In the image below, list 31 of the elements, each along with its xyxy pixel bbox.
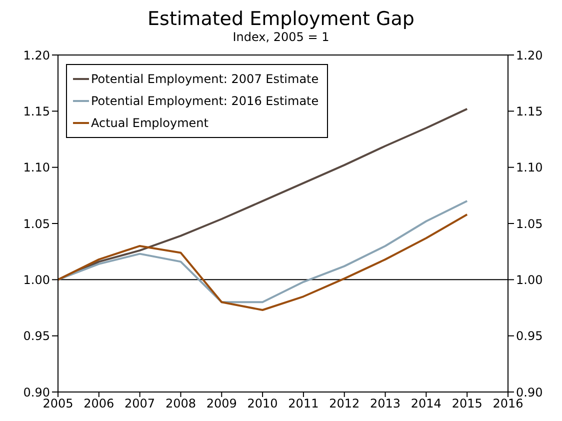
y-tick-label: 1.20 (23, 48, 50, 62)
x-tick-label: 2005 (42, 396, 74, 411)
y2-tick-label: 1.10 (516, 160, 543, 175)
y2-tick-label: 1.15 (516, 104, 543, 118)
x-tick-label: 2013 (370, 396, 401, 411)
y2-tick-label: 1.05 (516, 216, 543, 231)
y-tick-label: 1.15 (23, 104, 50, 118)
legend-label: Potential Employment: 2016 Estimate (91, 93, 319, 110)
y-tick-label: 1.00 (23, 272, 50, 287)
y-tick-label: 0.95 (23, 329, 50, 344)
chart-title: Estimated Employment Gap (146, 8, 416, 30)
y-tick-label: 1.10 (23, 160, 50, 175)
y-tick-label: 1.05 (23, 216, 50, 231)
x-tick-label: 2009 (206, 396, 237, 411)
x-tick-label: 2010 (247, 396, 278, 411)
x-tick-label: 2006 (84, 396, 114, 411)
x-tick-label: 2011 (288, 396, 319, 411)
x-tick-label: 2015 (452, 396, 482, 411)
y2-tick-label: 1.00 (516, 272, 543, 287)
legend-label: Actual Employment (91, 115, 208, 132)
y2-tick-label: 0.95 (516, 329, 543, 344)
y2-tick-label: 1.20 (516, 48, 543, 62)
x-tick-label: 2007 (124, 396, 156, 411)
legend-label: Potential Employment: 2007 Estimate (91, 71, 319, 88)
chart-subtitle: Index, 2005 = 1 (232, 30, 330, 44)
x-tick-label: 2008 (165, 396, 196, 411)
x-tick-label: 2012 (329, 396, 360, 411)
x-tick-label: 2014 (410, 396, 442, 411)
y2-tick-label: 0.90 (516, 385, 543, 400)
x-tick-label: 2016 (492, 396, 524, 411)
y-tick-label: 0.90 (23, 385, 50, 400)
